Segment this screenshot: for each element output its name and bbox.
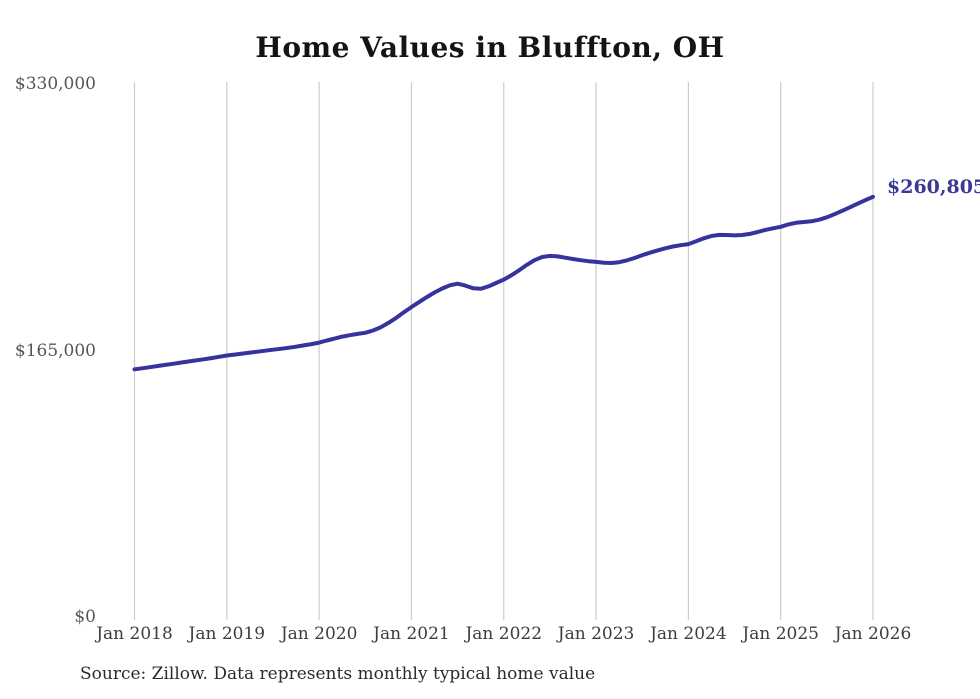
home-value-line bbox=[132, 194, 875, 372]
y-axis-tick-label: $165,000 bbox=[14, 340, 96, 361]
chart-title: Home Values in Bluffton, OH bbox=[255, 31, 725, 64]
x-axis-tick-label: Jan 2018 bbox=[96, 624, 173, 644]
y-axis-tick-label: $0 bbox=[74, 607, 96, 627]
x-axis-tick-label: Jan 2025 bbox=[742, 624, 819, 644]
y-axis-tick-label: $330,000 bbox=[14, 74, 96, 94]
x-axis-tick-label: Jan 2026 bbox=[834, 624, 912, 644]
x-axis-tick-label: Jan 2024 bbox=[650, 624, 727, 644]
x-axis-tick-label: Jan 2023 bbox=[557, 624, 635, 644]
gridlines bbox=[133, 82, 874, 620]
x-axis-tick-label: Jan 2022 bbox=[465, 624, 543, 644]
x-axis-tick-label: Jan 2019 bbox=[188, 624, 266, 644]
x-axis-tick-label: Jan 2021 bbox=[373, 624, 450, 644]
source-note: Source: Zillow. Data represents monthly … bbox=[80, 664, 596, 684]
end-value-label: $260,805 bbox=[887, 176, 980, 198]
x-axis-tick-label: Jan 2020 bbox=[280, 624, 358, 644]
